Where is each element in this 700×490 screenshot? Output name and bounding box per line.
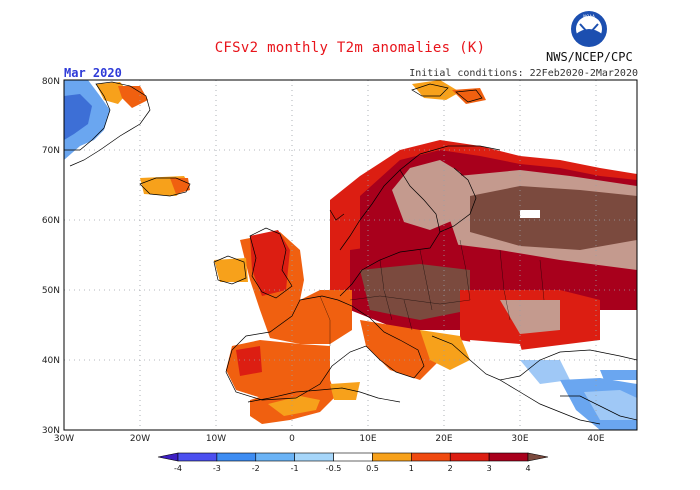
colorbar-label: -0.5 [326, 464, 342, 473]
lon-tick-labels: 30W 20W 10W 0 10E 20E 30E 40E [54, 434, 605, 444]
colorbar-label: -3 [213, 464, 221, 473]
colorbar-right-arrow [527, 452, 549, 462]
lon-tick-label: 40E [587, 434, 604, 444]
colorbar-label: 1 [409, 464, 414, 473]
colorbar-label: 3 [487, 464, 492, 473]
initial-conditions: Initial conditions: 22Feb2020-2Mar2020 [409, 68, 638, 79]
lat-tick-label: 60N [42, 216, 60, 226]
colorbar-swatch [488, 452, 529, 462]
colorbar-swatch [294, 452, 334, 462]
map-title: CFSv2 monthly T2m anomalies (K) [214, 40, 486, 56]
lon-tick-label: 10W [206, 434, 226, 444]
lon-tick-label: 20E [435, 434, 452, 444]
svg-text:NOAA: NOAA [583, 14, 595, 19]
colorbar-swatch [216, 452, 257, 462]
anomaly-fill [64, 80, 637, 430]
colorbar-left-arrow [157, 452, 179, 462]
lon-tick-label: 30W [54, 434, 74, 444]
lat-tick-label: 40N [42, 356, 60, 366]
lon-tick-label: 20W [130, 434, 150, 444]
coastlines [64, 81, 637, 425]
colorbar-swatch [411, 452, 451, 462]
colorbar-label: 4 [525, 464, 530, 473]
colorbar-swatch [449, 452, 490, 462]
graticule [64, 80, 637, 430]
colorbar-swatch [333, 452, 373, 462]
lon-tick-label: 10E [359, 434, 376, 444]
lat-tick-labels: 30N 40N 50N 60N 70N 80N [42, 77, 60, 436]
country-borders [319, 239, 545, 346]
colorbar-label: 2 [448, 464, 453, 473]
forecast-month: Mar 2020 [64, 66, 122, 80]
colorbar-label: -4 [174, 464, 182, 473]
lat-tick-label: 30N [42, 426, 60, 436]
lat-tick-label: 50N [42, 286, 60, 296]
lat-tick-label: 70N [42, 146, 60, 156]
colorbar-swatch [177, 452, 218, 462]
lon-tick-label: 0 [289, 434, 295, 444]
agency-label: NWS/NCEP/CPC [546, 50, 633, 64]
colorbar-swatch [372, 452, 412, 462]
colorbar-label: -1 [291, 464, 299, 473]
colorbar: -4 -3 -2 -1 -0.5 0.5 1 2 3 4 [157, 452, 549, 473]
colorbar-label: 0.5 [366, 464, 379, 473]
lon-tick-label: 30E [511, 434, 528, 444]
noaa-logo-icon: NOAA [571, 11, 607, 47]
colorbar-swatch [255, 452, 295, 462]
lat-tick-label: 80N [42, 77, 60, 87]
map-frame [63, 79, 638, 431]
colorbar-label: -2 [252, 464, 260, 473]
